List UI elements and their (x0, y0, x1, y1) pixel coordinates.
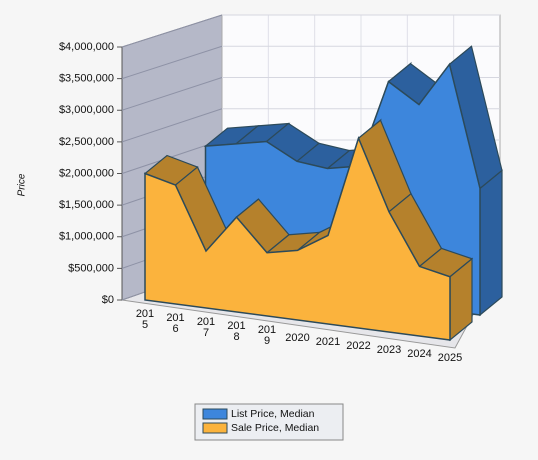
y-tick-label: $2,000,000 (59, 167, 114, 179)
area (144, 136, 451, 341)
y-axis-label: Price (17, 173, 28, 196)
x-tick-label: 201 5 (136, 308, 154, 331)
legend-swatch (202, 422, 228, 434)
grid-line (121, 108, 223, 143)
legend-label: List Price, Median (231, 408, 315, 420)
x-tick-label: 201 6 (166, 312, 184, 335)
y-tick-label: $0 (102, 294, 114, 306)
x-tick-label-part: 8 (233, 331, 239, 343)
x-tick-label-part: 201 (197, 316, 215, 328)
x-tick-label-part: 201 (166, 312, 184, 324)
y-tick-label: $500,000 (68, 262, 114, 274)
x-tick-label: 2021 (316, 336, 340, 348)
x-tick-label: 201 9 (258, 324, 276, 347)
x-tick-label: 2023 (377, 344, 401, 356)
x-tick-label-part: 6 (172, 323, 178, 335)
x-tick-label-part: 201 (136, 308, 154, 320)
x-tick-label-part: 9 (264, 335, 270, 347)
area-side (479, 169, 503, 317)
x-tick-label-part: 201 (258, 324, 276, 336)
grid-line (121, 14, 223, 48)
x-tick-label-part: 5 (142, 319, 148, 331)
y-tick-label: $3,000,000 (59, 104, 114, 116)
x-tick-label: 2022 (346, 340, 370, 352)
x-tick-label: 2024 (407, 348, 431, 360)
x-tick-label: 2025 (438, 352, 462, 364)
y-tick-label: $1,500,000 (59, 199, 114, 211)
legend-label: Sale Price, Median (231, 422, 319, 434)
series-group (143, 118, 474, 342)
x-tick-label-part: 201 (227, 320, 245, 332)
x-tick-label: 201 8 (227, 320, 245, 343)
y-tick-label: $2,500,000 (59, 136, 114, 148)
y-tick-label: $1,000,000 (59, 231, 114, 243)
x-tick-label: 201 7 (197, 316, 215, 339)
x-tick-label: 2020 (285, 332, 309, 344)
y-tick-label: $4,000,000 (59, 41, 114, 53)
x-tick-label-part: 7 (203, 327, 209, 339)
grid-line (121, 45, 223, 80)
legend-swatch (202, 408, 228, 420)
grid-line (121, 77, 223, 111)
y-tick-label: $3,500,000 (59, 73, 114, 85)
